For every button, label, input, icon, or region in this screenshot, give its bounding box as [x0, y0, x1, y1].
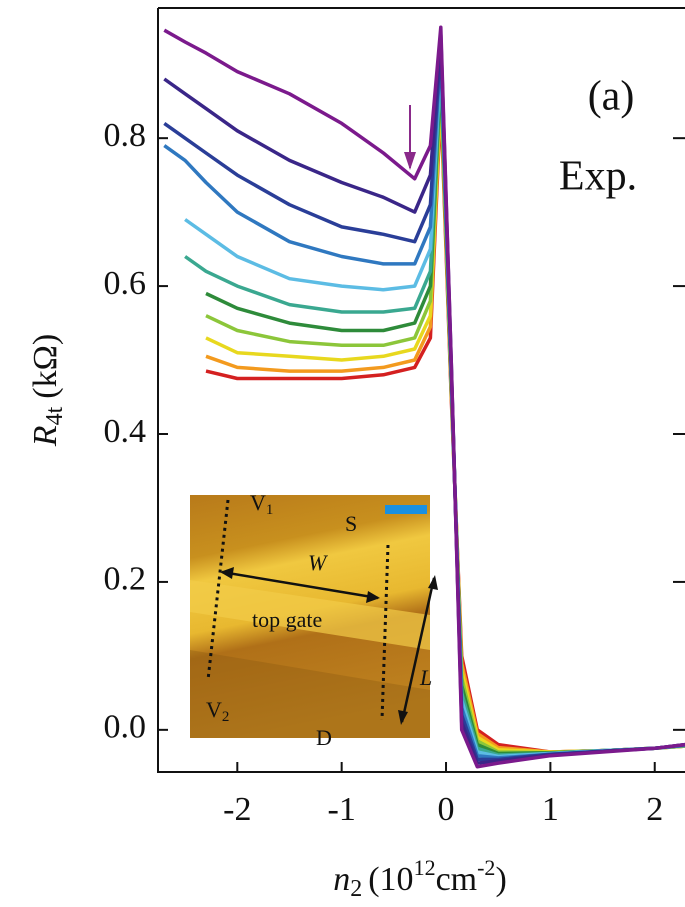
x-tick-label: 1	[542, 791, 559, 828]
x-axis-label: n2(1012cm-2)	[333, 855, 507, 901]
inset-label: L	[419, 665, 432, 690]
inset-label: W	[308, 550, 328, 575]
x-tick-label: -2	[223, 791, 251, 828]
arrow-head	[404, 152, 416, 170]
page: {"chart_data": {"type": "line", "title":…	[0, 0, 685, 907]
x-tick-label: 2	[646, 791, 663, 828]
scale-bar	[385, 505, 427, 514]
inset-label: V1	[250, 490, 273, 518]
y-tick-label: 0.6	[104, 265, 147, 302]
inset: V1 S W top gate L V2 D	[190, 490, 438, 750]
panel-label: (a)	[588, 74, 635, 120]
y-tick-label: 0.4	[104, 413, 147, 450]
chart: (a) Exp. V1 S W top gate L V2 D R4t(kΩ) …	[0, 0, 685, 907]
inset-label: S	[345, 511, 357, 536]
inset-label: D	[316, 725, 332, 750]
inset-label: top gate	[252, 607, 322, 632]
x-tick-label: -1	[328, 791, 356, 828]
y-tick-label: 0.0	[104, 709, 147, 746]
annotation: Exp.	[559, 154, 637, 200]
y-axis-label: R4t(kΩ)	[27, 334, 68, 447]
y-tick-label: 0.8	[104, 117, 147, 154]
y-tick-label: 0.2	[104, 561, 147, 598]
x-tick-label: 0	[438, 791, 455, 828]
